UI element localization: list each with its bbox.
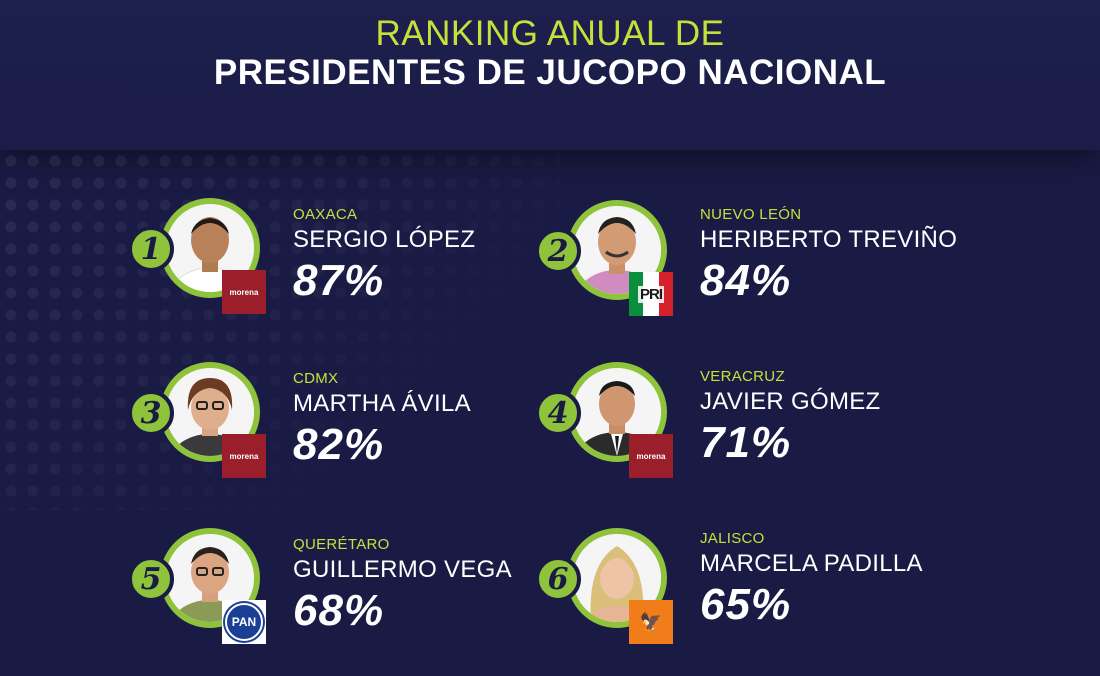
approval-percent: 68% bbox=[293, 586, 385, 635]
header: RANKING ANUAL DE PRESIDENTES DE JUCOPO N… bbox=[0, 0, 1100, 150]
approval-percent: 65% bbox=[700, 580, 792, 629]
state-label: CDMX bbox=[293, 370, 339, 387]
rank-badge: 4 bbox=[535, 390, 581, 436]
rank-badge: 1 bbox=[128, 226, 174, 272]
approval-percent: 71% bbox=[700, 418, 792, 467]
state-label: OAXACA bbox=[293, 206, 358, 223]
state-label: QUERÉTARO bbox=[293, 536, 390, 553]
rank-badge: 3 bbox=[128, 390, 174, 436]
morena-logo-icon: morena bbox=[222, 434, 266, 478]
avatar bbox=[166, 534, 254, 622]
ranking-card-4: 4 morena VERACRUZ JAVIER GÓMEZ 71% bbox=[535, 362, 955, 492]
card-info: NUEVO LEÓN HERIBERTO TREVIÑO 84% bbox=[700, 206, 957, 306]
approval-percent: 87% bbox=[293, 256, 385, 305]
ranking-card-1: 1 morena OAXACA SERGIO LÓPEZ 87% bbox=[128, 198, 548, 328]
pri-logo-icon: PRI bbox=[629, 272, 673, 316]
card-info: OAXACA SERGIO LÓPEZ 87% bbox=[293, 206, 475, 306]
rank-badge: 5 bbox=[128, 556, 174, 602]
state-label: JALISCO bbox=[700, 530, 765, 547]
president-name: HERIBERTO TREVIÑO bbox=[700, 226, 958, 253]
card-info: CDMX MARTHA ÁVILA 82% bbox=[293, 370, 471, 470]
avatar-ring bbox=[160, 528, 260, 628]
state-label: NUEVO LEÓN bbox=[700, 206, 802, 223]
title-top: RANKING ANUAL DE bbox=[375, 14, 725, 53]
ranking-card-6: 6 🦅 JALISCO MARCELA PADILLA 65% bbox=[535, 528, 955, 658]
president-name: MARCELA PADILLA bbox=[700, 550, 923, 577]
president-name: JAVIER GÓMEZ bbox=[700, 388, 881, 415]
president-name: MARTHA ÁVILA bbox=[293, 390, 471, 417]
ranking-card-2: 2 PRI NUEVO LEÓN HERIBERTO TREVIÑO 84% bbox=[535, 200, 957, 330]
ranking-card-5: 5 PAN QUERÉTARO GUILLERMO VEGA 68% bbox=[128, 528, 548, 658]
page-title: PRESIDENTES DE JUCOPO NACIONAL bbox=[213, 53, 887, 92]
dot-pattern-background bbox=[0, 150, 560, 510]
approval-percent: 84% bbox=[700, 256, 792, 305]
morena-logo-icon: morena bbox=[222, 270, 266, 314]
card-info: VERACRUZ JAVIER GÓMEZ 71% bbox=[700, 368, 881, 468]
movimiento-ciudadano-logo-icon: 🦅 bbox=[629, 600, 673, 644]
president-name: SERGIO LÓPEZ bbox=[293, 226, 476, 253]
ranking-card-3: 3 morena CDMX MARTHA ÁVILA 82% bbox=[128, 362, 548, 492]
rank-badge: 6 bbox=[535, 556, 581, 602]
avatar bbox=[573, 206, 661, 294]
state-label: VERACRUZ bbox=[700, 368, 785, 385]
card-info: JALISCO MARCELA PADILLA 65% bbox=[700, 530, 923, 630]
morena-logo-icon: morena bbox=[629, 434, 673, 478]
approval-percent: 82% bbox=[293, 420, 385, 469]
rank-badge: 2 bbox=[535, 228, 581, 274]
president-name: GUILLERMO VEGA bbox=[293, 556, 512, 583]
avatar-ring bbox=[567, 200, 667, 300]
card-info: QUERÉTARO GUILLERMO VEGA 68% bbox=[293, 536, 512, 636]
pan-logo-icon: PAN bbox=[222, 600, 266, 644]
